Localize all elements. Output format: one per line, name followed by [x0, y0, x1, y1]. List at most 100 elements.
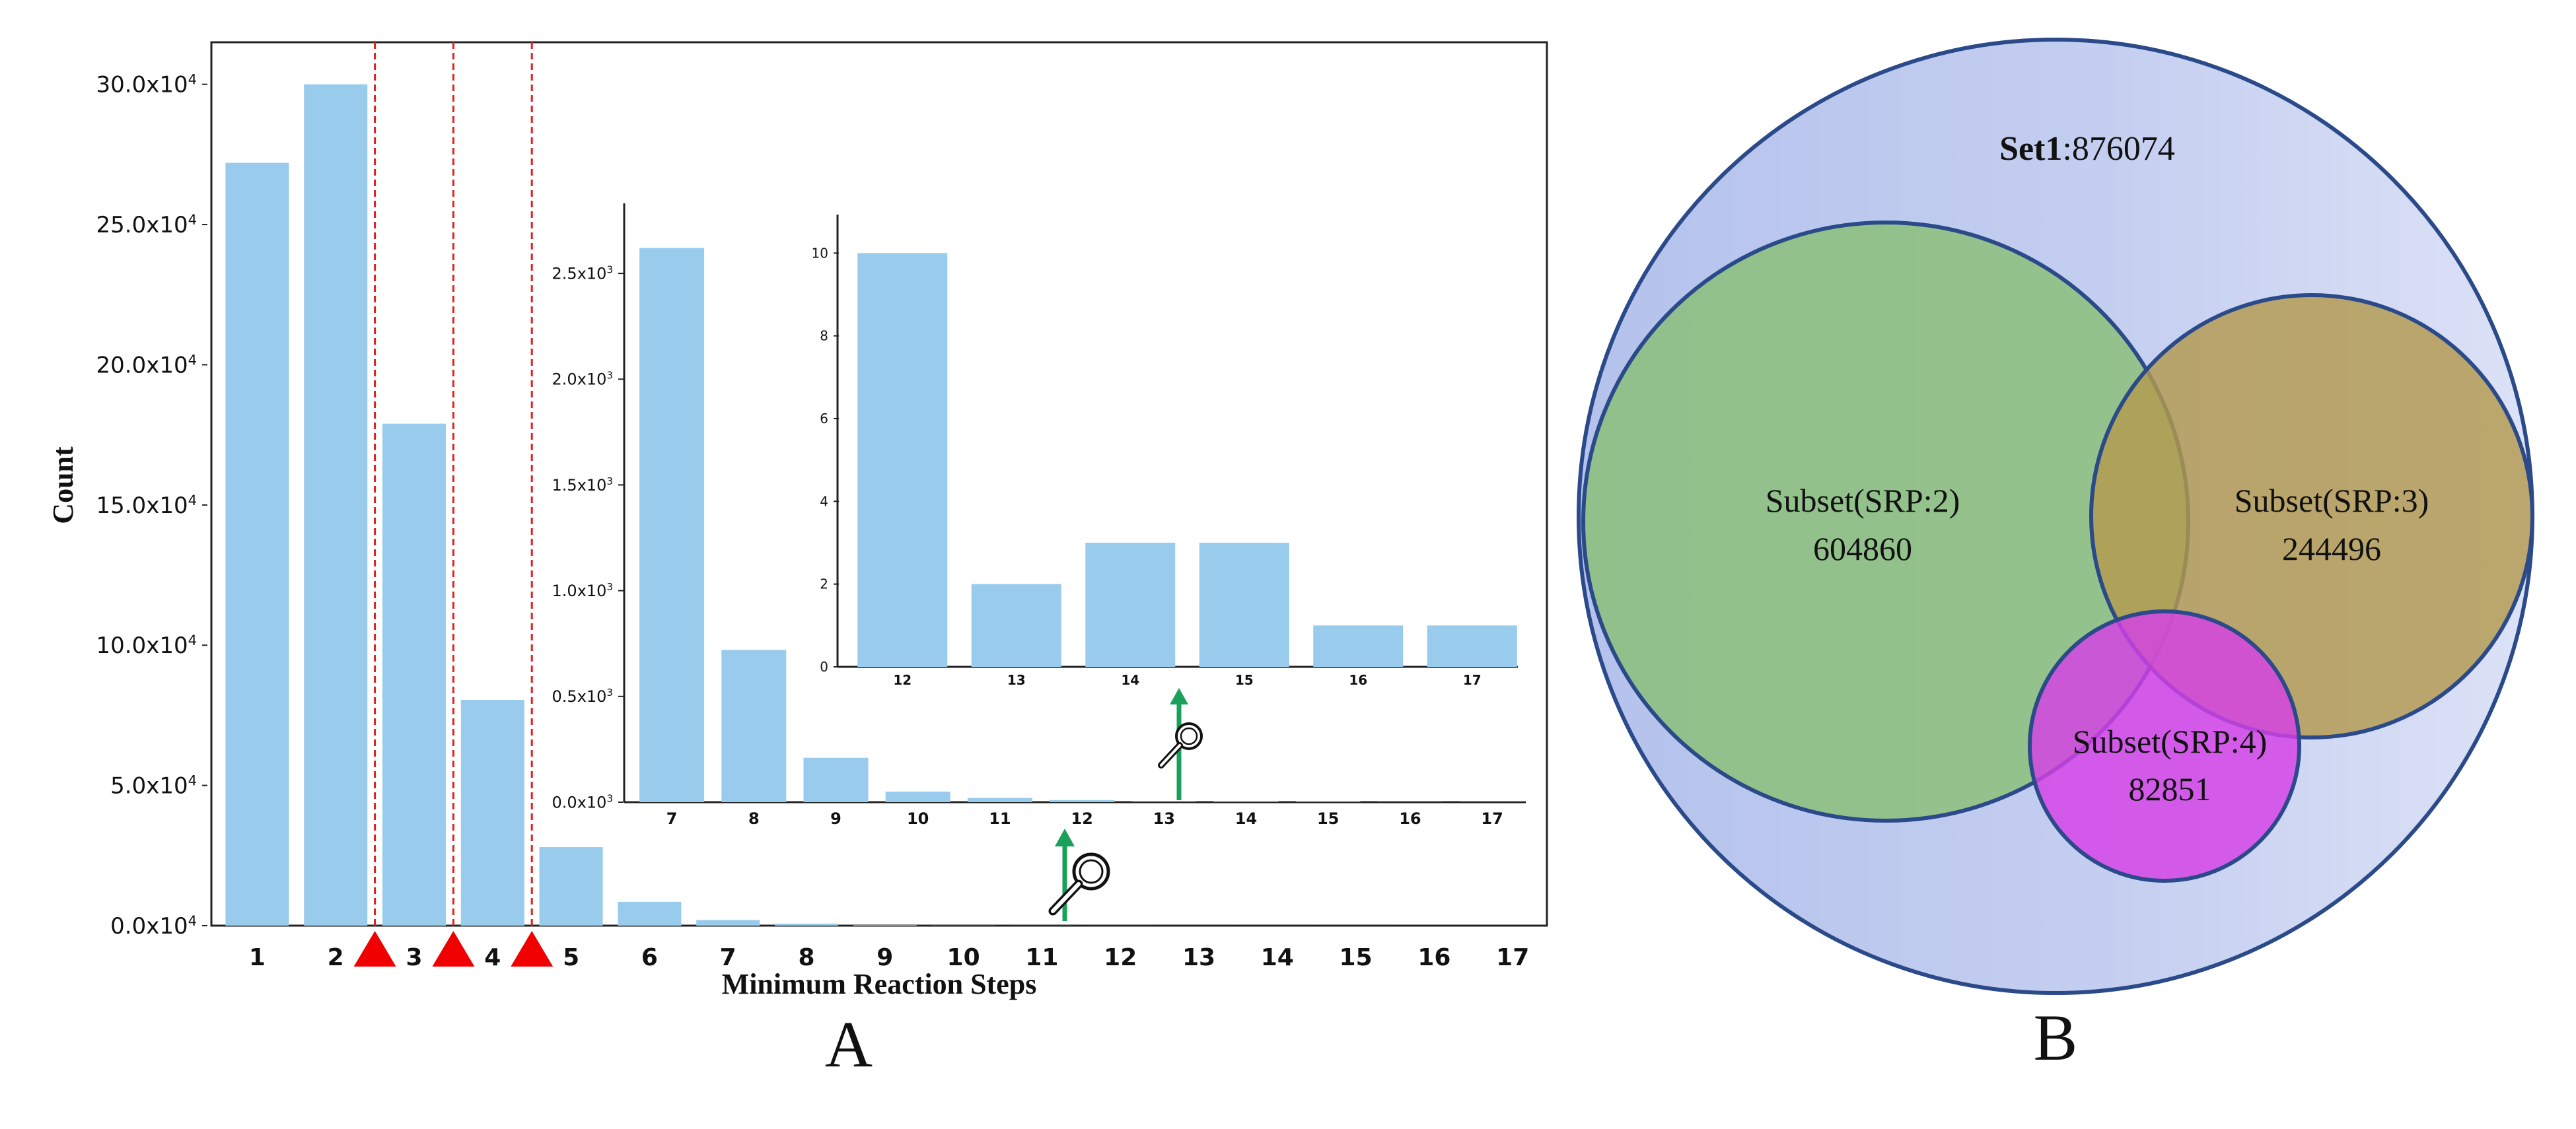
y-tick-label: 0.0x103	[552, 792, 613, 811]
zoom-arrow-1	[1055, 829, 1075, 921]
bar	[721, 650, 787, 802]
y-tick-label: 15.0x104	[96, 493, 197, 519]
y-tick-label: 10.0x104	[96, 633, 197, 659]
divider-markers	[353, 931, 554, 967]
inset-1-y-ticks: 0.0x103 0.5x103 1.0x103 1.5x103 2.0x103 2.5x1…	[552, 264, 624, 811]
triangle-marker	[511, 931, 554, 967]
bar	[1199, 543, 1289, 667]
x-tick-label: 14	[1261, 944, 1294, 971]
panel-b-venn: Set1:876074 Subset(SRP:2) 604860 Subset(…	[1577, 38, 2534, 1074]
x-tick-label: 14	[1121, 672, 1139, 688]
bar	[775, 923, 838, 926]
y-tick-label: 30.0x104	[96, 72, 197, 98]
inset-1: 0.0x103 0.5x103 1.0x103 1.5x103 2.0x103 2.5x1…	[552, 203, 1526, 828]
x-tick-label: 16	[1417, 944, 1450, 971]
x-tick-label: 12	[893, 672, 912, 688]
x-tick-label: 6	[641, 944, 658, 971]
bar	[304, 84, 368, 926]
x-tick-label: 13	[1153, 809, 1175, 828]
subset-srp4-value: 82851	[2129, 770, 2211, 807]
x-tick-label: 12	[1071, 809, 1092, 828]
bar	[885, 791, 950, 802]
subset-srp4-name: Subset(SRP:4)	[2073, 723, 2268, 760]
x-tick-label: 11	[989, 809, 1011, 828]
x-tick-label: 7	[720, 944, 736, 971]
y-tick-label: 0.0x104	[110, 913, 197, 940]
bar	[1427, 625, 1517, 667]
bar	[382, 423, 446, 926]
y-tick-label: 4	[820, 493, 828, 509]
subset-srp4-circle	[2028, 609, 2301, 883]
set1-label: Set1:876074	[1999, 130, 2175, 168]
x-tick-label: 2	[328, 944, 344, 971]
y-tick-label: 2.0x103	[552, 370, 613, 389]
y-tick-label: 5.0x104	[110, 773, 197, 800]
bar	[971, 584, 1061, 667]
x-tick-label: 4	[484, 944, 501, 971]
subset-srp3-value: 244496	[2282, 530, 2381, 567]
x-tick-label: 9	[877, 944, 893, 971]
x-tick-label: 8	[798, 944, 814, 971]
bar	[803, 757, 869, 802]
x-tick-label: 9	[830, 809, 841, 828]
triangle-marker	[432, 931, 475, 967]
inset-2-y-ticks: 0 2 4 6 8 10	[812, 245, 839, 675]
magnifier-icon	[1158, 722, 1203, 769]
y-tick-label: 0.5x103	[552, 687, 613, 706]
inset-2: 0 2 4 6 8 10 12 13 14 15 16 17	[812, 215, 1518, 688]
inset-2-x-ticks: 12 13 14 15 16 17	[893, 672, 1481, 688]
main-bars	[225, 84, 1545, 926]
main-x-ticks: 1 2 3 4 5 6 7 8 9 10 11 12 13 14 15 16 17	[249, 944, 1529, 971]
inset-1-bars	[639, 248, 1525, 802]
y-tick-label: 10	[812, 245, 828, 261]
y-tick-label: 1.0x103	[552, 581, 613, 600]
x-tick-label: 13	[1182, 944, 1215, 971]
x-tick-label: 7	[666, 809, 678, 828]
bar	[696, 920, 760, 926]
subset-srp2-name: Subset(SRP:2)	[1766, 482, 1960, 519]
x-tick-label: 15	[1317, 809, 1339, 828]
bar	[639, 248, 705, 802]
x-tick-label: 15	[1235, 672, 1254, 688]
x-axis-label: Minimum Reaction Steps	[722, 968, 1037, 1000]
x-tick-label: 1	[249, 944, 266, 971]
x-tick-label: 13	[1007, 672, 1026, 688]
bar	[857, 253, 948, 667]
y-tick-label: 25.0x104	[96, 212, 197, 238]
panel-a: 0.0x1045.0x10410.0x10415.0x10420.0x10425…	[47, 41, 1548, 1081]
bar	[539, 847, 603, 926]
bar	[967, 798, 1032, 802]
main-y-ticks: 0.0x104 5.0x104 10.0x104 15.0x104 20.0x104 25…	[96, 72, 207, 940]
magnifier-icon	[1048, 852, 1110, 916]
bar	[460, 700, 524, 926]
y-tick-label: 2	[820, 576, 828, 592]
subset-srp3-name: Subset(SRP:3)	[2235, 482, 2429, 519]
bar	[1085, 543, 1176, 667]
y-tick-label: 6	[820, 411, 828, 427]
x-tick-label: 10	[907, 809, 929, 828]
inset-2-bars	[857, 253, 1517, 667]
x-tick-label: 16	[1399, 809, 1421, 828]
y-tick-label: 1.5x103	[552, 475, 613, 495]
x-tick-label: 16	[1349, 672, 1367, 688]
x-tick-label: 5	[563, 944, 579, 971]
x-tick-label: 17	[1463, 672, 1482, 688]
panel-a-label: A	[825, 1008, 873, 1081]
bar	[1050, 800, 1115, 802]
panel-b-label: B	[2034, 1001, 2078, 1074]
inset-1-x-ticks: 7 8 9 10 11 12 13 14 15 16 17	[666, 809, 1503, 828]
x-tick-label: 17	[1481, 809, 1503, 828]
subset-srp2-value: 604860	[1813, 530, 1912, 567]
bar	[853, 925, 917, 926]
x-tick-label: 12	[1104, 944, 1137, 971]
x-tick-label: 17	[1496, 944, 1529, 971]
x-tick-label: 14	[1235, 809, 1257, 828]
bar	[1313, 625, 1404, 667]
bar	[618, 901, 682, 926]
x-tick-label: 3	[406, 944, 422, 971]
x-tick-label: 15	[1340, 944, 1373, 971]
y-axis-label: Count	[47, 446, 79, 524]
y-tick-label: 0	[820, 659, 828, 675]
x-tick-label: 11	[1025, 944, 1058, 971]
